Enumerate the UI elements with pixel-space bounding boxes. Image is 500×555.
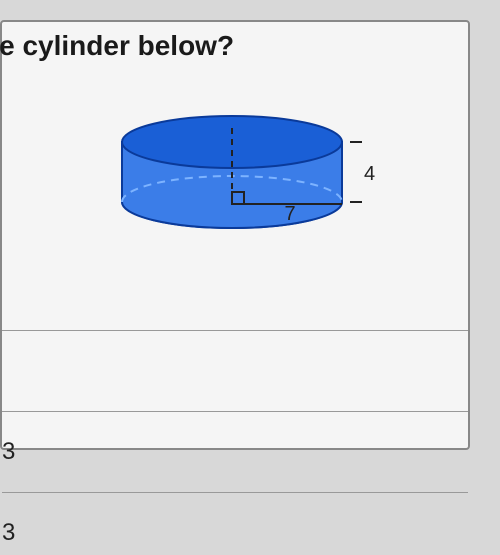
radius-label: 7 — [284, 203, 295, 225]
cylinder-svg: 7 4 — [82, 102, 422, 262]
answer-text-3: 3 — [2, 519, 15, 547]
divider-3 — [2, 492, 468, 493]
cylinder-diagram: 7 4 — [82, 102, 422, 262]
divider-1 — [2, 330, 468, 331]
worksheet-screen: he cylinder below? 7 4 — [0, 20, 470, 450]
divider-2 — [2, 411, 468, 412]
answer-row-1[interactable] — [2, 349, 468, 393]
question-text: he cylinder below? — [0, 30, 234, 62]
answer-row-2[interactable]: 3 — [2, 430, 468, 474]
answer-row-3[interactable]: 3 — [2, 511, 468, 555]
answer-text-2: 3 — [2, 438, 15, 466]
height-label: 4 — [364, 163, 375, 185]
answer-options-area: 3 3 — [2, 312, 468, 555]
